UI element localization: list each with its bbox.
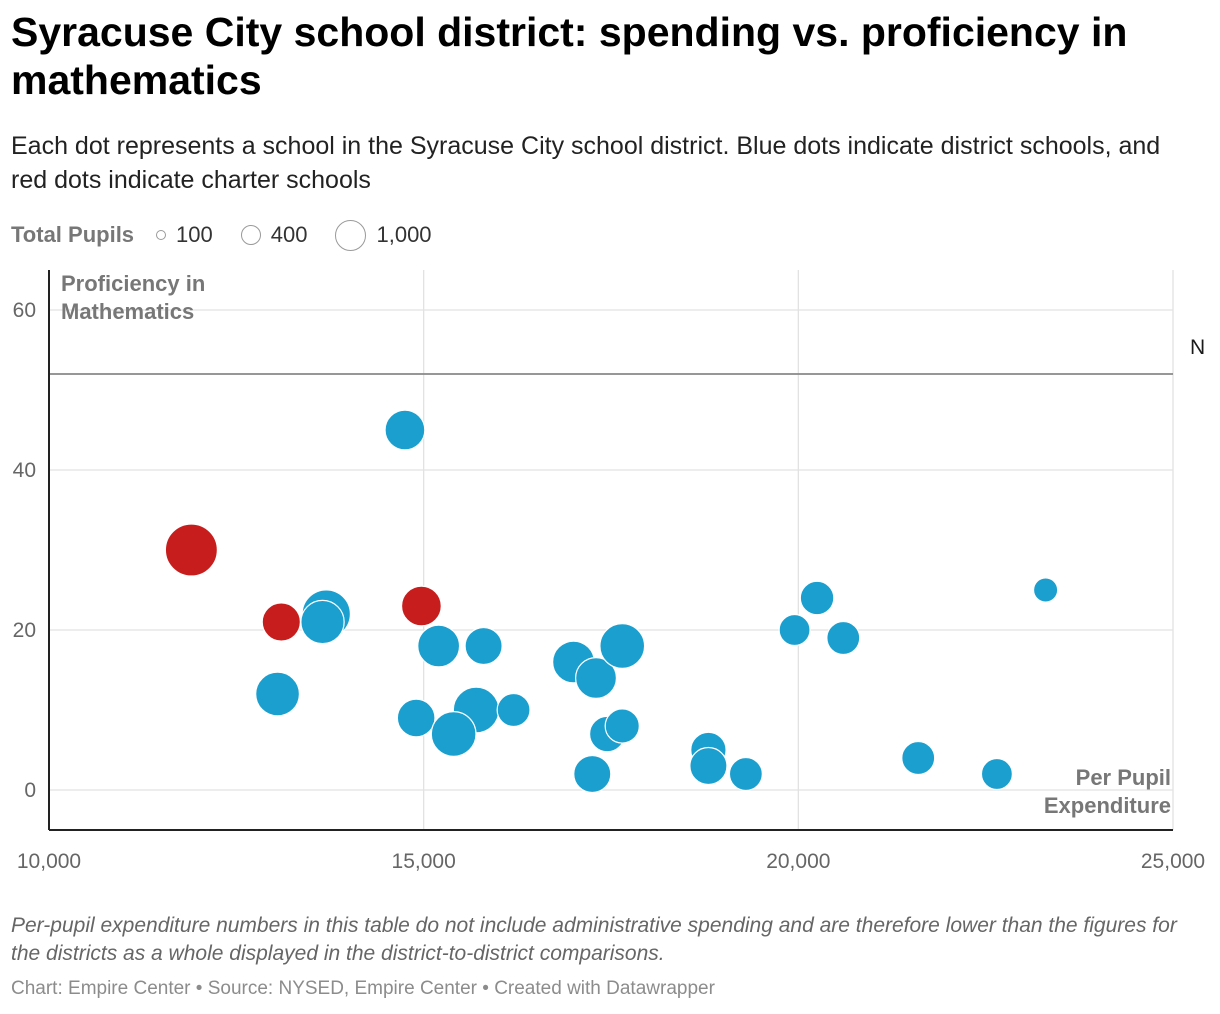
y-tick-label: 40	[13, 459, 36, 482]
district-school-point	[417, 624, 461, 668]
chart-title: Syracuse City school district: spending …	[11, 9, 1128, 103]
scatter-chart: N 0 20 40 60 10,000 15,000 20,000 25,000 Profi…	[13, 270, 1205, 873]
district-school-point	[496, 692, 531, 728]
data-points	[164, 409, 1059, 794]
district-school-point	[396, 698, 436, 738]
y-axis-title-line: Proficiency in	[61, 271, 205, 296]
district-school-point	[901, 740, 936, 776]
legend-title: Total Pupils	[11, 222, 135, 247]
y-tick-labels: 0 20 40 60	[13, 299, 36, 802]
district-school-point	[384, 409, 426, 451]
chart-notes: Per-pupil expenditure numbers in this ta…	[11, 914, 1177, 965]
legend-label-100: 100	[176, 222, 213, 247]
y-axis-title: Proficiency in Mathematics	[61, 271, 205, 324]
chart-subtitle: Each dot represents a school in the Syra…	[11, 132, 1161, 194]
legend-circle-400	[240, 225, 261, 245]
district-school-point	[430, 711, 477, 757]
x-axis-title-line: Per Pupil	[1076, 765, 1171, 790]
district-school-point	[300, 599, 345, 645]
x-axis-title-line: Expenditure	[1044, 793, 1171, 818]
district-school-point	[255, 671, 301, 717]
y-tick-label: 0	[24, 779, 36, 802]
x-tick-label: 15,000	[392, 850, 456, 873]
district-school-point	[778, 613, 811, 647]
legend-circle-1000	[335, 219, 367, 251]
x-tick-label: 10,000	[17, 850, 81, 873]
district-school-point	[728, 756, 763, 792]
district-school-point	[689, 746, 728, 786]
legend-item-400: 400	[240, 222, 308, 248]
y-tick-label: 20	[13, 619, 36, 642]
district-school-point	[575, 657, 618, 700]
legend-item-100: 100	[156, 222, 213, 248]
district-school-point	[599, 623, 646, 669]
district-school-point	[799, 580, 835, 616]
district-school-point	[826, 620, 861, 656]
legend-label-1000: 1,000	[376, 222, 432, 247]
grid-layer	[49, 270, 1174, 830]
legend-circle-100	[156, 230, 167, 240]
x-tick-labels: 10,000 15,000 20,000 25,000	[17, 850, 1205, 873]
charter-school-point	[261, 602, 301, 642]
charter-school-point	[164, 523, 218, 577]
charter-school-point	[400, 585, 442, 627]
legend-label-400: 400	[270, 222, 308, 247]
size-legend: Total Pupils 100 400 1,000	[11, 218, 460, 252]
x-tick-label: 20,000	[766, 850, 830, 873]
district-school-point	[464, 626, 503, 666]
district-school-point	[573, 754, 612, 794]
x-axis-title: Per Pupil Expenditure	[1044, 765, 1171, 818]
reference-line-label: N	[1190, 336, 1205, 359]
district-school-point	[980, 757, 1013, 791]
y-tick-label: 60	[13, 299, 36, 322]
x-tick-label: 25,000	[1141, 850, 1205, 873]
chart-credit: Chart: Empire Center • Source: NYSED, Em…	[11, 978, 715, 999]
legend-item-1000: 1,000	[335, 219, 432, 251]
district-school-point	[1032, 577, 1059, 603]
district-school-point	[604, 708, 640, 744]
y-axis-title-line: Mathematics	[61, 299, 194, 324]
